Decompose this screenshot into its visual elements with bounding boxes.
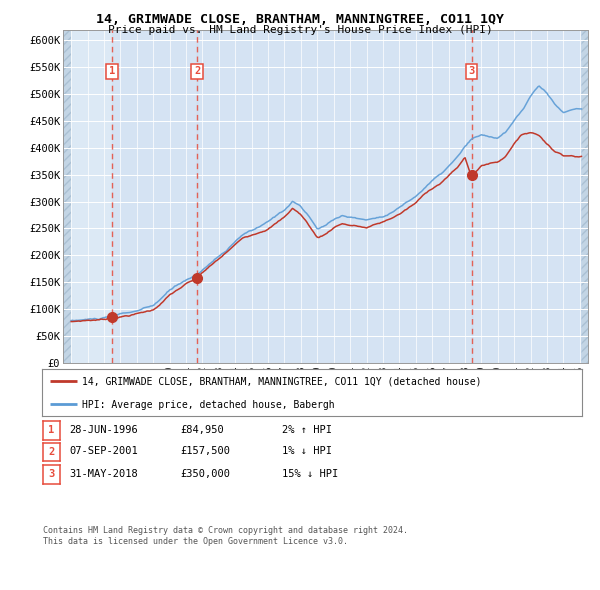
Text: £84,950: £84,950 xyxy=(180,425,224,434)
Text: Price paid vs. HM Land Registry's House Price Index (HPI): Price paid vs. HM Land Registry's House … xyxy=(107,25,493,35)
Text: This data is licensed under the Open Government Licence v3.0.: This data is licensed under the Open Gov… xyxy=(43,537,348,546)
Text: 15% ↓ HPI: 15% ↓ HPI xyxy=(282,469,338,478)
Text: 28-JUN-1996: 28-JUN-1996 xyxy=(69,425,138,434)
Text: 2: 2 xyxy=(49,447,55,457)
Text: Contains HM Land Registry data © Crown copyright and database right 2024.: Contains HM Land Registry data © Crown c… xyxy=(43,526,408,535)
Bar xyxy=(581,30,588,363)
Bar xyxy=(63,30,71,363)
Text: 14, GRIMWADE CLOSE, BRANTHAM, MANNINGTREE, CO11 1QY (detached house): 14, GRIMWADE CLOSE, BRANTHAM, MANNINGTRE… xyxy=(83,376,482,386)
Text: 1: 1 xyxy=(109,66,115,76)
Text: 31-MAY-2018: 31-MAY-2018 xyxy=(69,469,138,478)
Text: 1% ↓ HPI: 1% ↓ HPI xyxy=(282,447,332,456)
Text: 3: 3 xyxy=(49,470,55,479)
Text: 2% ↑ HPI: 2% ↑ HPI xyxy=(282,425,332,434)
Text: £157,500: £157,500 xyxy=(180,447,230,456)
Text: 14, GRIMWADE CLOSE, BRANTHAM, MANNINGTREE, CO11 1QY: 14, GRIMWADE CLOSE, BRANTHAM, MANNINGTRE… xyxy=(96,13,504,26)
Text: 3: 3 xyxy=(469,66,475,76)
Text: 1: 1 xyxy=(49,425,55,435)
Text: HPI: Average price, detached house, Babergh: HPI: Average price, detached house, Babe… xyxy=(83,400,335,410)
Text: £350,000: £350,000 xyxy=(180,469,230,478)
Bar xyxy=(197,30,472,363)
Text: 07-SEP-2001: 07-SEP-2001 xyxy=(69,447,138,456)
Bar xyxy=(472,30,581,363)
Bar xyxy=(112,30,197,363)
Text: 2: 2 xyxy=(194,66,200,76)
